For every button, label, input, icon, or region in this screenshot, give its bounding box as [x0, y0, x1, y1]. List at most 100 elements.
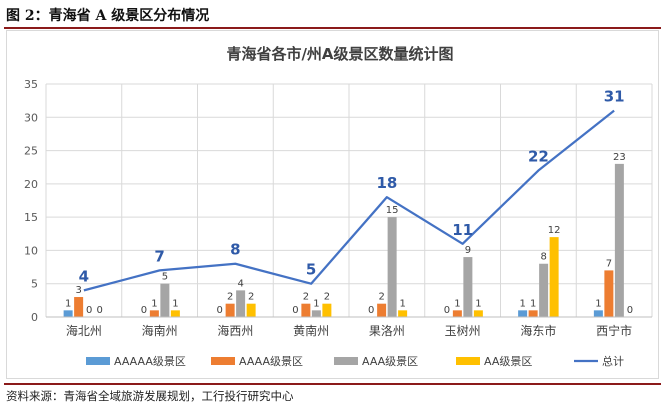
- legend-label: AAAA级景区: [239, 355, 303, 368]
- bar-value-label: 2: [324, 292, 330, 303]
- bar: [301, 303, 311, 317]
- legend-swatch: [86, 357, 110, 365]
- bar-value-label: 2: [227, 292, 233, 303]
- bar: [549, 237, 559, 317]
- bar: [246, 303, 256, 317]
- bar: [604, 270, 614, 317]
- x-tick-label: 海东市: [520, 323, 556, 338]
- x-axis-ticks: 海北州 海南州 海西州 黄南州 果洛州 玉树州 海东市 西宁市: [46, 316, 652, 338]
- total-value-label: 18: [376, 174, 397, 192]
- bar: [398, 310, 408, 317]
- bar: [539, 263, 549, 317]
- bar-value-label: 9: [465, 245, 471, 256]
- bar-value-label: 1: [519, 298, 525, 309]
- bar-value-label: 2: [378, 292, 384, 303]
- bar-value-label: 1: [595, 298, 601, 309]
- x-tick-label: 海西州: [217, 323, 253, 338]
- bar: [225, 303, 235, 317]
- bar-group: [63, 163, 624, 317]
- bar: [322, 303, 332, 317]
- y-tick-label: 20: [24, 178, 38, 191]
- bar: [614, 163, 624, 317]
- bar-value-label: 4: [237, 278, 243, 289]
- legend-swatch: [456, 357, 480, 365]
- x-tick-label: 玉树州: [445, 323, 481, 338]
- y-tick-label: 15: [24, 211, 38, 224]
- bar-value-label: 2: [248, 292, 254, 303]
- y-tick-label: 30: [24, 111, 38, 124]
- bar-value-label: 0: [86, 305, 92, 316]
- bar-value-label: 12: [548, 225, 561, 236]
- bar-value-label: 0: [292, 305, 298, 316]
- total-value-label: 11: [452, 221, 473, 239]
- bar-value-label: 8: [540, 252, 546, 263]
- bar-value-label: 0: [216, 305, 222, 316]
- total-value-label: 5: [306, 261, 316, 279]
- total-value-label: 8: [230, 241, 240, 259]
- x-tick-label: 海北州: [66, 323, 102, 338]
- legend-label: AAAAA级景区: [114, 355, 186, 368]
- bar-value-label: 0: [444, 305, 450, 316]
- y-tick-label: 35: [24, 78, 38, 91]
- header-rule: [4, 27, 661, 29]
- y-tick-label: 0: [31, 311, 38, 324]
- bar-value-label: 1: [313, 298, 319, 309]
- bar-value-label: 3: [75, 285, 81, 296]
- bar-value-label: 0: [368, 305, 374, 316]
- legend-swatch: [334, 357, 358, 365]
- bar: [311, 310, 321, 317]
- total-value-label: 22: [528, 148, 549, 166]
- bar: [170, 310, 180, 317]
- legend-label: AAA级景区: [362, 355, 418, 368]
- bar: [387, 217, 397, 317]
- figure-title: 图 2：青海省 A 级景区分布情况: [6, 8, 210, 24]
- bar: [63, 310, 73, 317]
- bar-value-label: 1: [65, 298, 71, 309]
- y-axis-ticks: 0 5 10 15 20 25 30 35: [24, 78, 38, 324]
- bar: [518, 310, 528, 317]
- x-tick-label: 海南州: [142, 323, 178, 338]
- bar: [473, 310, 483, 317]
- y-tick-label: 10: [24, 244, 38, 257]
- x-tick-label: 西宁市: [596, 323, 632, 338]
- total-value-label: 7: [154, 247, 164, 265]
- bar-value-label: 15: [386, 205, 399, 216]
- total-line-group: 4 7 8 5 18 11 22 31: [79, 88, 625, 292]
- bar-value-label: 1: [151, 298, 157, 309]
- bar: [149, 310, 159, 317]
- bar: [74, 297, 84, 317]
- figure-header: 图 2：青海省 A 级景区分布情况: [0, 0, 665, 30]
- bar-value-label: 1: [530, 298, 536, 309]
- bar: [160, 283, 170, 317]
- bar-value-label: 7: [606, 258, 612, 269]
- bar: [528, 310, 538, 317]
- chart-title: 青海省各市/州A级景区数量统计图: [226, 45, 453, 63]
- total-value-label: 4: [79, 267, 89, 285]
- bar: [377, 303, 387, 317]
- bar: [236, 290, 246, 317]
- y-tick-label: 25: [24, 145, 38, 158]
- legend-swatch: [211, 357, 235, 365]
- bar-value-label: 1: [454, 298, 460, 309]
- bar-value-label: 1: [399, 298, 405, 309]
- legend-label: 总计: [602, 354, 624, 368]
- total-line: [83, 109, 615, 292]
- chart-legend: AAAAA级景区 AAAA级景区 AAA级景区 AA级景区 总计: [86, 354, 624, 368]
- bar-value-label: 1: [172, 298, 178, 309]
- bar-value-label: 5: [162, 272, 168, 283]
- bar-value-label: 2: [303, 292, 309, 303]
- bar-value-label: 1: [475, 298, 481, 309]
- chart-background: [6, 30, 659, 379]
- x-tick-label: 果洛州: [369, 323, 405, 338]
- bar: [593, 310, 603, 317]
- bar: [463, 257, 473, 317]
- bar-value-label: 0: [627, 305, 633, 316]
- x-tick-label: 黄南州: [293, 323, 329, 338]
- bar-value-label: 0: [96, 305, 102, 316]
- chart-grid: [45, 83, 653, 318]
- footer-rule: [4, 383, 661, 385]
- figure-source: 资料来源：青海省全域旅游发展规划，工行投行研究中心: [6, 389, 294, 403]
